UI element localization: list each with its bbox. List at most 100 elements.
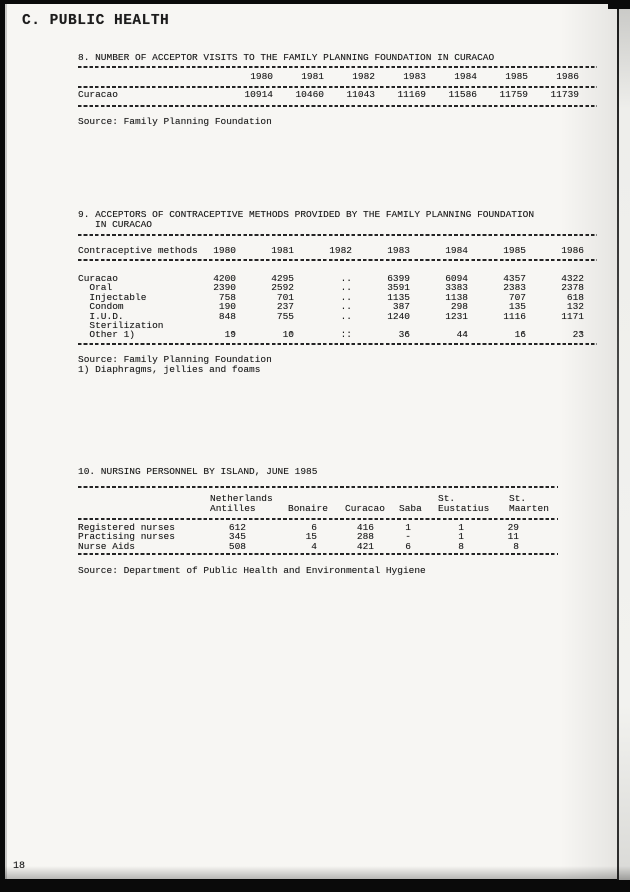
cell-value: 701 bbox=[276, 291, 294, 303]
cell-value: 11759 bbox=[499, 89, 528, 100]
table-row: Contraceptive methods 1980 1981 1982 1983 198… bbox=[78, 245, 597, 256]
cell-value: 345 bbox=[228, 531, 246, 542]
table-row: Sterilization........ bbox=[78, 319, 597, 335]
cell-value: 2390 bbox=[213, 282, 236, 294]
cell-value: 1980 bbox=[250, 70, 273, 82]
column-header: Bonaire bbox=[288, 502, 328, 514]
cell-value: 758 bbox=[218, 291, 236, 303]
cell-value: . bbox=[526, 325, 584, 335]
cell-value: .. bbox=[340, 282, 352, 294]
table-row: Condom 190 237.. 387 298 135132 bbox=[78, 301, 597, 313]
row-label: Contraceptive methods bbox=[78, 245, 198, 256]
cell-value: 1983 bbox=[387, 245, 410, 256]
dashed-rule bbox=[78, 104, 597, 107]
table-10-body: Registered nurses 612 6 416 1 1 29 Practising n… bbox=[78, 521, 558, 552]
cell-value: 16 bbox=[514, 329, 526, 341]
cell-value: 1116 bbox=[503, 310, 526, 322]
cell-value: 8 bbox=[458, 540, 464, 552]
cell-value: 1986 bbox=[526, 246, 584, 256]
table-row: Curacao 4200 4295.. 6399 6094 43574322 bbox=[78, 273, 597, 284]
page-background bbox=[5, 4, 617, 879]
cell-value: 4295 bbox=[271, 273, 294, 284]
table-9-footnote: 1) Diaphragms, jellies and foams bbox=[78, 363, 261, 375]
section-title: C. PUBLIC HEALTH bbox=[22, 13, 170, 29]
scan-edge-top bbox=[0, 0, 630, 4]
dashed-rule bbox=[78, 517, 558, 520]
scan-edge-bottom bbox=[0, 880, 630, 892]
column-header: Saba bbox=[399, 502, 422, 514]
table-10-header-line2: Antilles Bonaire Curacao Saba Eustatius … bbox=[78, 502, 558, 514]
cell-value: 1986 bbox=[528, 71, 579, 81]
cell-value: 848 bbox=[218, 310, 236, 322]
scan-corner-top-right bbox=[608, 0, 630, 9]
cell-value: 11586 bbox=[448, 89, 477, 100]
cell-value: 1231 bbox=[445, 310, 468, 322]
cell-value: 19 bbox=[224, 329, 236, 341]
column-header: St. bbox=[438, 493, 456, 504]
cell-value: 416 bbox=[356, 521, 374, 533]
cell-value: 11169 bbox=[397, 89, 426, 100]
cell-value: 4200 bbox=[213, 273, 236, 284]
table-8-header: 1980 1981 1982 1983 1984 19851986 bbox=[78, 70, 597, 82]
cell-value: 4322 bbox=[526, 274, 584, 284]
cell-value: . bbox=[230, 324, 236, 336]
cell-value: 10460 bbox=[295, 89, 324, 100]
row-label: Registered nurses bbox=[78, 521, 175, 533]
table-row: Injectable 758 701.. 1135 1138 707618 bbox=[78, 291, 597, 303]
cell-value: 36 bbox=[398, 329, 410, 341]
cell-value: 6399 bbox=[387, 273, 410, 284]
cell-value: 1984 bbox=[445, 245, 468, 256]
cell-value: 1240 bbox=[387, 310, 410, 322]
table-8-title: 8. NUMBER OF ACCEPTOR VISITS TO THE FAMI… bbox=[78, 52, 495, 63]
cell-value: 44 bbox=[456, 329, 468, 341]
cell-value: - bbox=[405, 531, 411, 542]
table-row: Oral 2390 2592.. 3591 3383 23832378 bbox=[78, 282, 597, 294]
cell-value: 11 bbox=[507, 531, 519, 542]
table-9-title-line2: IN CURACAO bbox=[95, 218, 153, 230]
cell-value: 1 bbox=[458, 531, 464, 542]
page-edge-strip bbox=[619, 4, 630, 880]
cell-value: . bbox=[462, 324, 468, 336]
table-10-source: Source: Department of Public Health and … bbox=[78, 565, 426, 576]
cell-value: 10 bbox=[282, 329, 294, 341]
cell-value: 10914 bbox=[244, 89, 273, 100]
cell-value: 1984 bbox=[454, 70, 477, 82]
cell-value: 1981 bbox=[301, 70, 324, 82]
dashed-rule bbox=[78, 486, 558, 488]
cell-value: 29 bbox=[507, 521, 519, 533]
cell-value: 4 bbox=[311, 540, 317, 552]
cell-value: . bbox=[404, 324, 410, 336]
table-row: Nurse Aids 508 4 421 6 8 8 bbox=[78, 540, 558, 552]
dashed-rule bbox=[78, 258, 597, 261]
cell-value: 1138 bbox=[445, 291, 468, 303]
cell-value: 707 bbox=[508, 291, 526, 303]
table-9-body: Curacao 4200 4295.. 6399 6094 43574322 Oral 239… bbox=[78, 274, 597, 340]
cell-value: 4357 bbox=[503, 273, 526, 284]
row-label: Injectable bbox=[89, 291, 147, 303]
column-header: Eustatius bbox=[438, 502, 490, 514]
cell-value: 3383 bbox=[445, 282, 468, 294]
row-label: Oral bbox=[89, 282, 113, 294]
table-row: Registered nurses 612 6 416 1 1 29 bbox=[78, 521, 558, 533]
cell-value: 1 bbox=[405, 521, 411, 533]
column-header: Antilles bbox=[210, 502, 256, 514]
dashed-rule bbox=[78, 343, 597, 345]
row-label: Curacao bbox=[78, 273, 118, 284]
row-label: I.U.D. bbox=[89, 310, 124, 322]
page-number: 18 bbox=[13, 862, 25, 872]
table-9-contraceptive-methods: 9. ACCEPTORS OF CONTRACEPTIVE METHODS PR… bbox=[78, 210, 597, 380]
cell-value: 237 bbox=[276, 301, 294, 313]
row-label: Sterilization bbox=[89, 319, 164, 331]
cell-value: 2378 bbox=[526, 283, 584, 293]
dashed-rule bbox=[78, 234, 597, 236]
page-edge-line bbox=[617, 4, 619, 880]
dashed-rule bbox=[78, 552, 558, 555]
cell-value: 1981 bbox=[271, 245, 294, 256]
table-row: Practising nurses 345 15 288-1 11 bbox=[78, 532, 558, 542]
cell-value: 6 bbox=[311, 521, 317, 533]
table-row: 1980 1981 1982 1983 1984 19851986 bbox=[78, 70, 597, 82]
row-label: Other 1) bbox=[89, 329, 135, 341]
dashed-rule bbox=[78, 66, 597, 68]
cell-value: .. bbox=[340, 324, 352, 336]
